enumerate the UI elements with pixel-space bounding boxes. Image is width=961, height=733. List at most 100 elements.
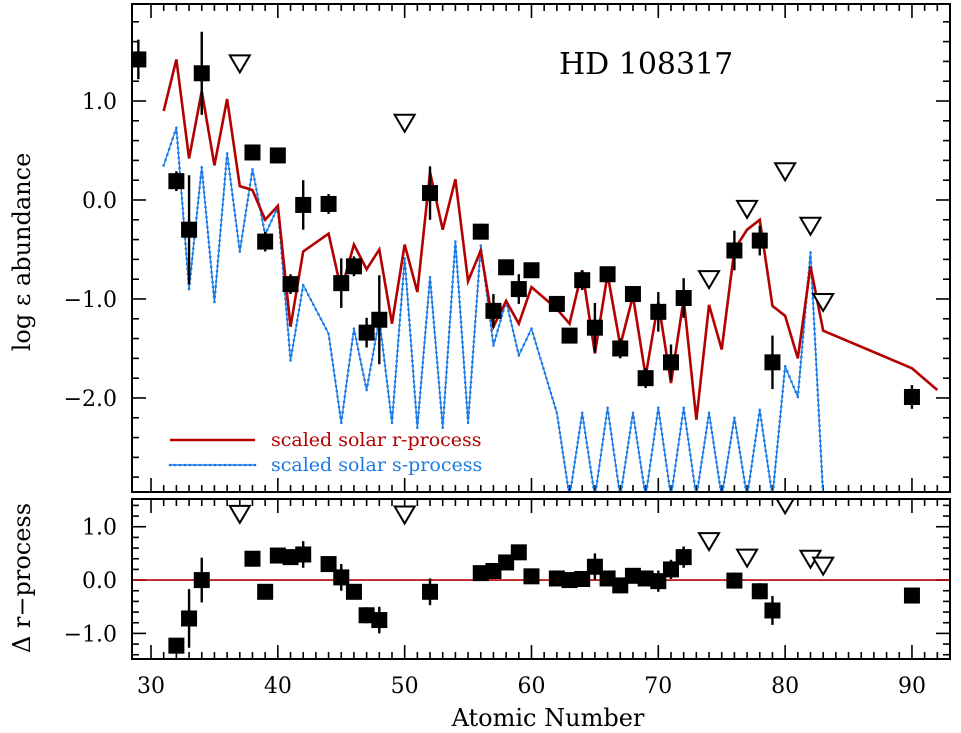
s-process-curve-dot [412, 385, 416, 388]
s-process-curve-dot [391, 416, 394, 419]
s-process-curve-dot [396, 349, 399, 353]
s-process-curve-dot [403, 262, 407, 265]
top-y-tick-label: 1.0 [82, 90, 117, 115]
abundance-point [333, 275, 350, 292]
s-process-curve-dot [490, 334, 494, 337]
s-process-curve-dot [570, 480, 574, 484]
s-process-curve-dot [812, 312, 815, 315]
s-process-curve-dot [202, 185, 205, 189]
abundance-point [561, 327, 578, 344]
s-process-curve-dot [569, 485, 573, 489]
s-process-curve-dot [584, 436, 588, 439]
s-process-curve-dot [819, 454, 823, 458]
s-process-curve-dot [406, 298, 410, 301]
s-process-curve-dot [809, 261, 813, 264]
abundance-point [510, 544, 527, 561]
s-process-curve-dot [776, 440, 780, 443]
s-process-curve-dot [644, 496, 647, 499]
s-process-curve-dot [265, 228, 269, 232]
s-process-curve-dot [816, 393, 820, 397]
s-process-curve-dot [432, 321, 436, 324]
s-process-curve-dot [729, 441, 732, 444]
s-process-curve-dot [461, 350, 465, 354]
s-process-curve-dot [254, 183, 257, 186]
s-process-curve-dot [664, 458, 668, 462]
s-process-curve-dot [234, 219, 238, 222]
s-process-curve-dot [798, 370, 802, 374]
s-process-curve-dot [752, 449, 756, 453]
s-process-curve-dot [655, 417, 659, 420]
s-process-curve-dot [661, 438, 665, 441]
s-process-curve-dot [774, 465, 777, 469]
s-process-curve-dot [285, 318, 289, 321]
s-process-curve-dot [680, 417, 684, 420]
s-process-curve-dot [777, 430, 781, 433]
s-process-curve-dot [734, 426, 738, 429]
legend-s-process-dot [213, 463, 217, 467]
s-process-curve-dot [334, 384, 338, 388]
s-process-curve-dot [624, 461, 627, 464]
legend-s-process-dot [243, 463, 247, 467]
s-process-curve-dot [207, 235, 210, 239]
s-process-curve-dot [164, 158, 167, 162]
s-process-curve-dot [610, 438, 614, 441]
abundance-point [257, 583, 274, 600]
s-process-curve-dot [213, 295, 217, 299]
bottom-panel-y-tick-labels: 1.0 0.0 −1.0 [64, 516, 117, 648]
s-process-curve-dot [522, 343, 526, 347]
top-panel-upper-limits [228, 54, 835, 313]
s-process-curve-dot [361, 368, 364, 371]
s-process-curve-dot [595, 479, 599, 483]
s-process-curve-dot [753, 444, 756, 448]
s-process-curve-dot [631, 411, 635, 415]
s-process-curve-dot [375, 332, 378, 336]
s-process-curve-dot [408, 323, 411, 327]
s-process-curve-dot [608, 422, 612, 425]
s-process-curve-dot [366, 383, 369, 387]
x-tick-label: 90 [898, 674, 926, 699]
s-process-curve-dot [284, 302, 288, 306]
s-process-curve-dot [697, 480, 700, 484]
s-process-curve-dot [599, 453, 603, 457]
s-process-curve-dot [686, 432, 689, 436]
s-process-curve-dot [517, 354, 521, 357]
abundance-point [472, 223, 489, 240]
s-process-curve-dot [210, 275, 214, 279]
s-process-curve-dot [354, 337, 358, 341]
s-process-curve-dot [399, 308, 403, 312]
s-process-curve-dot [470, 365, 474, 369]
s-process-curve-dot [636, 446, 640, 449]
s-process-curve-dot [796, 395, 800, 399]
s-process-curve-dot [665, 464, 668, 467]
s-process-curve-dot [220, 218, 223, 222]
s-process-curve-dot [341, 410, 344, 414]
upper-limit-marker [811, 556, 835, 577]
x-tick-label: 80 [771, 674, 799, 699]
s-process-curve-dot [261, 223, 265, 226]
s-process-curve-dot [456, 270, 459, 274]
s-process-curve-dot [740, 461, 743, 464]
s-process-curve-dot [604, 417, 608, 420]
s-process-curve-dot [422, 346, 426, 349]
legend: scaled solar r-process scaled solar s-pr… [168, 429, 482, 476]
s-process-curve-dot [459, 310, 462, 314]
s-process-curve-dot [426, 305, 429, 309]
s-process-curve-dot [642, 485, 646, 489]
s-process-curve-dot [406, 303, 410, 306]
s-process-curve-dot [235, 224, 238, 227]
s-process-curve-dot [574, 456, 577, 459]
s-process-curve-dot [778, 415, 782, 418]
s-process-curve-dot [430, 300, 434, 304]
s-process-curve-dot [689, 458, 693, 462]
s-process-curve-dot [445, 371, 448, 374]
s-process-curve-dot [409, 339, 413, 342]
s-process-curve-dot [672, 474, 676, 478]
s-process-curve-dot [417, 406, 421, 409]
s-process-curve-dot [176, 141, 179, 145]
s-process-curve-dot [353, 332, 357, 336]
s-process-curve-dot [603, 427, 606, 431]
abundance-point [662, 561, 679, 578]
s-process-curve-dot [328, 337, 331, 341]
s-process-curve-dot [817, 409, 820, 412]
s-process-curve-dot [507, 309, 510, 313]
